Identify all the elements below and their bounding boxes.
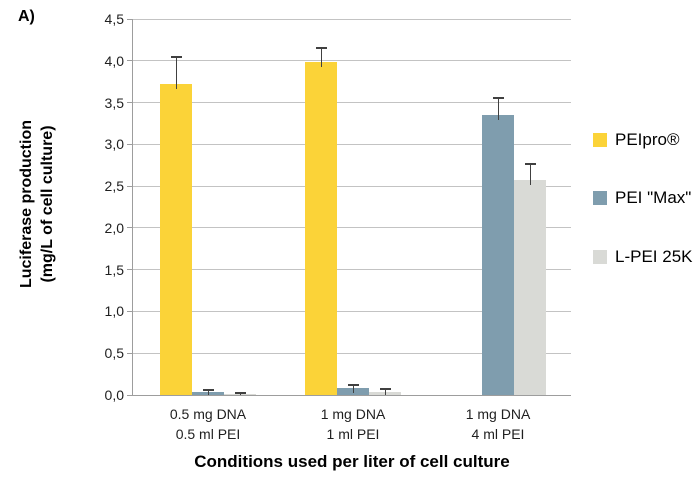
y-tick-label: 4,5 bbox=[104, 11, 124, 27]
gridline bbox=[133, 352, 571, 354]
error-bar bbox=[384, 389, 386, 395]
legend-swatch-l-pei-25k bbox=[593, 250, 607, 264]
legend-label-l-pei-25k: L-PEI 25K bbox=[615, 247, 693, 266]
bar-l-pei-25k-group3 bbox=[514, 180, 546, 395]
error-bar-cap bbox=[202, 388, 214, 391]
y-tick-mark bbox=[127, 143, 133, 145]
y-tick-label: 4,0 bbox=[104, 52, 124, 69]
error-bar-cap bbox=[234, 392, 246, 395]
y-tick-label: 2,0 bbox=[104, 219, 124, 236]
x-category-line2: 1 ml PEI bbox=[326, 426, 380, 443]
gridline bbox=[133, 18, 571, 20]
legend-label-pei-max: PEI "Max" bbox=[615, 188, 692, 207]
y-tick-mark bbox=[127, 269, 133, 271]
x-axis-title: Conditions used per liter of cell cultur… bbox=[194, 452, 510, 471]
x-category-label-group3: 1 mg DNA 4 ml PEI bbox=[428, 404, 568, 445]
error-bar-cap bbox=[379, 388, 391, 391]
error-bar-cap bbox=[492, 97, 504, 100]
y-tick-label: 3,5 bbox=[104, 94, 124, 111]
x-category-line2: 4 ml PEI bbox=[471, 426, 525, 443]
x-category-line2: 0.5 ml PEI bbox=[175, 426, 241, 443]
y-tick-label: 3,0 bbox=[104, 136, 124, 153]
bar-peipro-group2 bbox=[305, 62, 337, 395]
bar-pei-max-group3 bbox=[482, 115, 514, 395]
error-bar bbox=[320, 48, 322, 68]
x-category-line1: 0.5 mg DNA bbox=[169, 406, 247, 422]
gridline bbox=[133, 102, 571, 104]
error-bar-cap bbox=[524, 163, 536, 166]
legend-label-peipro: PEIpro® bbox=[615, 130, 680, 149]
x-category-line1: 1 mg DNA bbox=[465, 406, 531, 422]
y-tick-mark bbox=[127, 310, 133, 312]
y-tick-mark bbox=[127, 60, 133, 62]
error-bar bbox=[175, 56, 177, 90]
gridline bbox=[133, 143, 571, 145]
y-tick-mark bbox=[127, 352, 133, 354]
x-category-label-group1: 0.5 mg DNA 0.5 ml PEI bbox=[138, 404, 278, 445]
panel-label: A) bbox=[18, 8, 35, 25]
error-bar-cap bbox=[170, 55, 182, 58]
legend-item-peipro: PEIpro® bbox=[593, 130, 680, 150]
y-tick-mark bbox=[127, 102, 133, 104]
y-axis-line bbox=[132, 19, 133, 395]
y-tick-label: 1,5 bbox=[104, 261, 124, 278]
error-bar-cap bbox=[315, 47, 327, 50]
gridline bbox=[133, 60, 571, 62]
y-tick-label: 1,0 bbox=[104, 303, 124, 320]
error-bar bbox=[497, 98, 499, 121]
y-tick-label: 0,5 bbox=[104, 345, 124, 362]
gridline bbox=[133, 185, 571, 187]
x-category-label-group2: 1 mg DNA 1 ml PEI bbox=[283, 404, 423, 445]
gridline bbox=[133, 310, 571, 312]
error-bar-cap bbox=[347, 383, 359, 386]
y-tick-mark bbox=[127, 18, 133, 20]
error-bar bbox=[352, 384, 354, 394]
x-axis-line bbox=[127, 395, 571, 396]
y-tick-label: 0,0 bbox=[104, 387, 124, 403]
y-tick-mark bbox=[127, 227, 133, 229]
y-tick-mark bbox=[127, 185, 133, 187]
gridline bbox=[133, 269, 571, 271]
error-bar bbox=[529, 164, 531, 186]
legend-item-pei-max: PEI "Max" bbox=[593, 188, 691, 208]
x-category-line1: 1 mg DNA bbox=[320, 406, 386, 422]
legend-item-l-pei-25k: L-PEI 25K bbox=[593, 247, 693, 267]
y-tick-label: 2,5 bbox=[104, 178, 124, 195]
gridline bbox=[133, 227, 571, 229]
legend-swatch-pei-max bbox=[593, 191, 607, 205]
legend-swatch-peipro bbox=[593, 133, 607, 147]
error-bar bbox=[207, 389, 209, 395]
bar-peipro-group1 bbox=[160, 84, 192, 395]
